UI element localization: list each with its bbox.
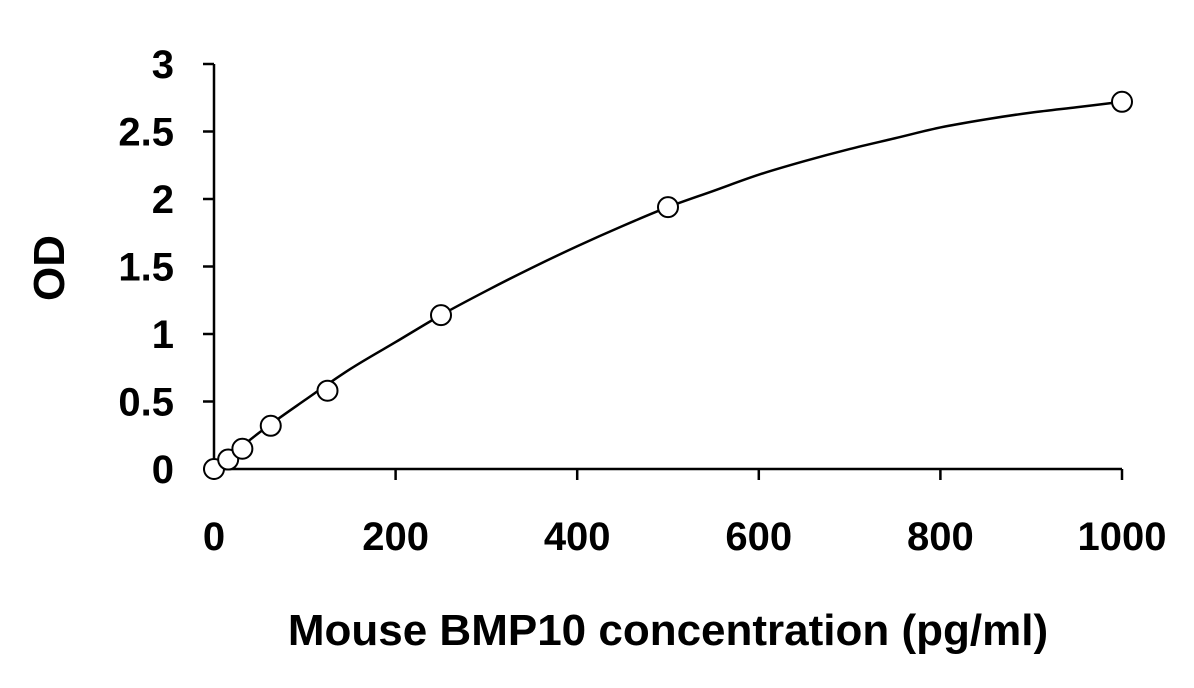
data-point: [1111, 90, 1133, 113]
y-tick-label: 2: [152, 178, 174, 222]
x-tick-label: 600: [725, 515, 792, 559]
y-tick-label: 0: [152, 448, 174, 492]
y-axis-title: OD: [25, 235, 74, 301]
x-tick-label: 400: [544, 515, 611, 559]
x-tick-label: 1000: [1078, 515, 1167, 559]
data-point: [316, 379, 339, 402]
y-tick-label: 1.5: [118, 246, 174, 290]
data-point: [259, 414, 282, 437]
fit-curve-line: [213, 100, 1123, 470]
x-axis-ticks: 0 200 400 600 800 1000: [203, 469, 1167, 559]
data-point: [657, 196, 679, 219]
x-tick-label: 200: [362, 515, 429, 559]
x-tick-label: 0: [203, 515, 225, 559]
y-tick-label: 1: [152, 313, 174, 357]
y-tick-label: 0.5: [118, 381, 174, 425]
x-tick-label: 800: [907, 515, 974, 559]
x-axis-title: Mouse BMP10 concentration (pg/ml): [288, 606, 1048, 655]
y-tick-label: 2.5: [118, 111, 174, 155]
data-point: [430, 304, 452, 327]
y-tick-label: 3: [152, 43, 174, 87]
y-axis-ticks: 0 0.5 1 1.5 2 2.5 3: [118, 43, 214, 492]
data-points: [203, 90, 1133, 480]
data-point: [231, 437, 254, 460]
